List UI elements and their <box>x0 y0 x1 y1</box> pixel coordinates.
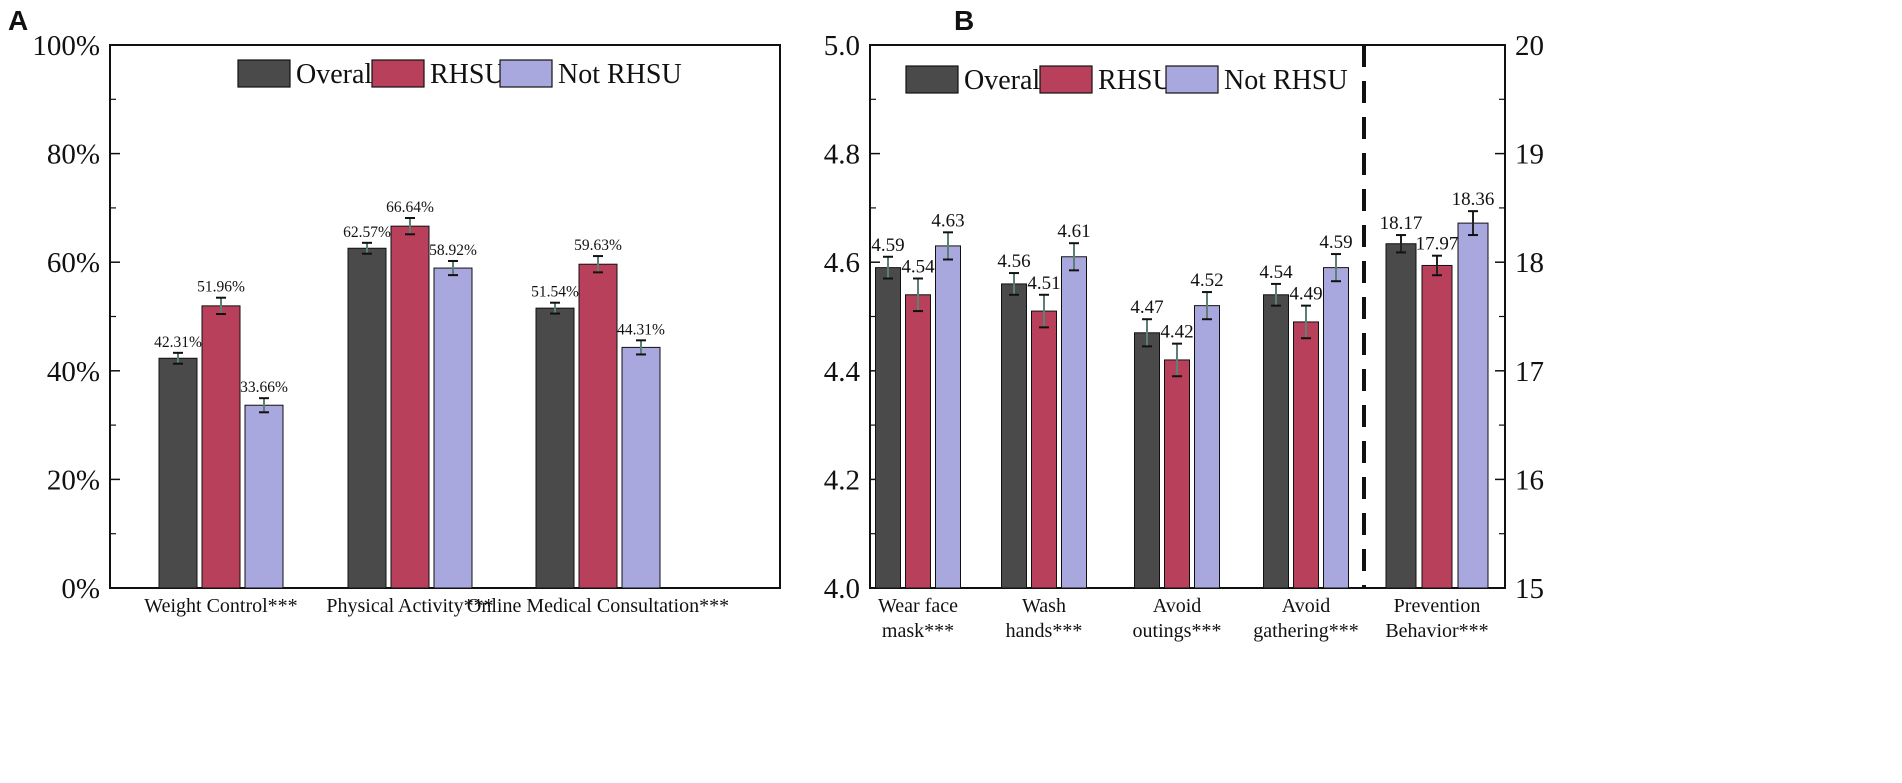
panel-a-data-label: 51.96% <box>197 279 245 296</box>
panel-a-data-label: 62.57% <box>343 224 391 241</box>
panel-b-data-label: 4.56 <box>997 251 1030 272</box>
panel-b-data-label: 4.63 <box>931 210 964 231</box>
panel-b-category-label: Prevention <box>1394 595 1481 617</box>
panel-a-bar <box>158 357 198 589</box>
panel-b-bar <box>1385 243 1417 589</box>
panel-b-data-label: 4.42 <box>1160 322 1193 343</box>
panel-b-category-label: Avoid <box>1282 595 1331 617</box>
panel-b-bar <box>935 245 961 589</box>
panel-b-category-label: gathering*** <box>1253 620 1359 642</box>
panel-b-category-label: Behavior*** <box>1385 620 1488 642</box>
panel-b-category-label: Wash <box>1022 595 1066 617</box>
panel-b-y2tick-label: 20 <box>1515 30 1544 62</box>
panel-a-data-label: 66.64% <box>386 199 434 216</box>
panel-b-y2tick-label: 19 <box>1515 139 1544 171</box>
panel-b-category-label: outings*** <box>1133 620 1222 642</box>
panel-b-data-label: 17.97 <box>1416 234 1459 255</box>
panel-b-legend-swatch <box>1165 65 1219 94</box>
panel-b-data-label: 4.61 <box>1057 221 1090 242</box>
panel-a-data-label: 44.31% <box>617 321 665 338</box>
panel-letter-b: B <box>954 5 974 36</box>
panel-b-bar <box>905 294 931 589</box>
panel-a-legend-label: Not RHSU <box>558 59 682 90</box>
panel-b-ytick-label: 4.6 <box>824 247 860 279</box>
panel-a-legend-label: RHSU <box>430 59 505 90</box>
panel-b-data-label: 4.54 <box>901 256 935 277</box>
panel-b-legend-label: Not RHSU <box>1224 65 1348 96</box>
panel-b-legend-swatch <box>1039 65 1093 94</box>
panel-a-ytick-label: 20% <box>47 464 100 496</box>
panel-b-data-label: 4.52 <box>1190 270 1223 291</box>
panel-a-legend-swatch <box>499 59 553 88</box>
panel-b-bar <box>1001 283 1027 589</box>
panel-a-bar <box>535 307 575 589</box>
panel-b-data-label: 4.47 <box>1130 297 1163 318</box>
panel-a-legend-swatch <box>237 59 291 88</box>
panel-b-y2tick-label: 15 <box>1515 573 1544 605</box>
panel-letter-a: A <box>8 5 28 36</box>
panel-b-y2tick-label: 16 <box>1515 464 1544 496</box>
panel-a-ytick-label: 100% <box>32 30 100 62</box>
panel-b-bar <box>1457 222 1489 589</box>
panel-b-y2tick-label: 17 <box>1515 356 1544 388</box>
panel-b-bar <box>1323 267 1349 589</box>
panel-b-y2tick-label: 18 <box>1515 247 1544 279</box>
panel-a-bar <box>201 305 241 589</box>
panel-b-bar <box>1031 310 1057 589</box>
panel-b-data-label: 4.54 <box>1259 262 1293 283</box>
panel-a-bar <box>621 346 661 589</box>
panel-b-category-label: Wear face <box>878 595 958 617</box>
panel-a-data-label: 33.66% <box>240 379 288 396</box>
panel-b-data-label: 4.49 <box>1289 284 1322 305</box>
panel-b-bar <box>1134 332 1160 589</box>
panel-b-legend-label: Overall <box>964 65 1048 96</box>
panel-b-bar <box>1061 256 1087 589</box>
panel-b-ytick-label: 4.8 <box>824 139 860 171</box>
panel-a-data-label: 51.54% <box>531 284 579 301</box>
panel-a-bar <box>390 225 430 589</box>
panel-a-data-label: 59.63% <box>574 237 622 254</box>
panel-b-data-label: 18.17 <box>1380 213 1423 234</box>
panel-b-data-label: 18.36 <box>1452 189 1495 210</box>
panel-a-data-label: 42.31% <box>154 334 202 351</box>
panel-b-bar <box>1164 359 1190 589</box>
panel-a-ytick-label: 0% <box>61 573 100 605</box>
panel-a-bar <box>578 263 618 589</box>
panel-b-data-label: 4.51 <box>1027 273 1060 294</box>
panel-b-category-label: mask*** <box>882 620 954 642</box>
panel-a-bar <box>244 404 284 589</box>
panel-b-bar <box>875 267 901 589</box>
panel-a-category-label: Weight Control*** <box>144 595 297 617</box>
panel-b-legend-label: RHSU <box>1098 65 1173 96</box>
panel-b-bar <box>1421 264 1453 589</box>
panel-b-category-label: hands*** <box>1006 620 1083 642</box>
panel-b-bar <box>1293 321 1319 589</box>
panel-b-legend-swatch <box>905 65 959 94</box>
panel-a-legend-label: Overall <box>296 59 380 90</box>
panel-a-category-label: Physical Activity*** <box>326 595 493 617</box>
panel-b-data-label: 4.59 <box>1319 232 1352 253</box>
panel-a-legend-swatch <box>371 59 425 88</box>
panel-b-data-label: 4.59 <box>871 235 904 256</box>
panel-b-ytick-label: 4.4 <box>824 356 861 388</box>
panel-b-ytick-label: 4.2 <box>824 464 860 496</box>
panel-b-category-label: Avoid <box>1153 595 1202 617</box>
panel-a-bar <box>347 247 387 589</box>
panel-a-bar <box>433 267 473 589</box>
panel-a-ytick-label: 60% <box>47 247 100 279</box>
panel-b-bar <box>1263 294 1289 589</box>
panel-a-category-label: Online Medical Consultation*** <box>467 595 729 617</box>
panel-a-ytick-label: 40% <box>47 356 100 388</box>
panel-b-ytick-label: 5.0 <box>824 30 860 62</box>
panel-a-ytick-label: 80% <box>47 139 100 171</box>
panel-b-ytick-label: 4.0 <box>824 573 860 605</box>
panel-b-bar <box>1194 305 1220 589</box>
panel-a-data-label: 58.92% <box>429 242 477 259</box>
